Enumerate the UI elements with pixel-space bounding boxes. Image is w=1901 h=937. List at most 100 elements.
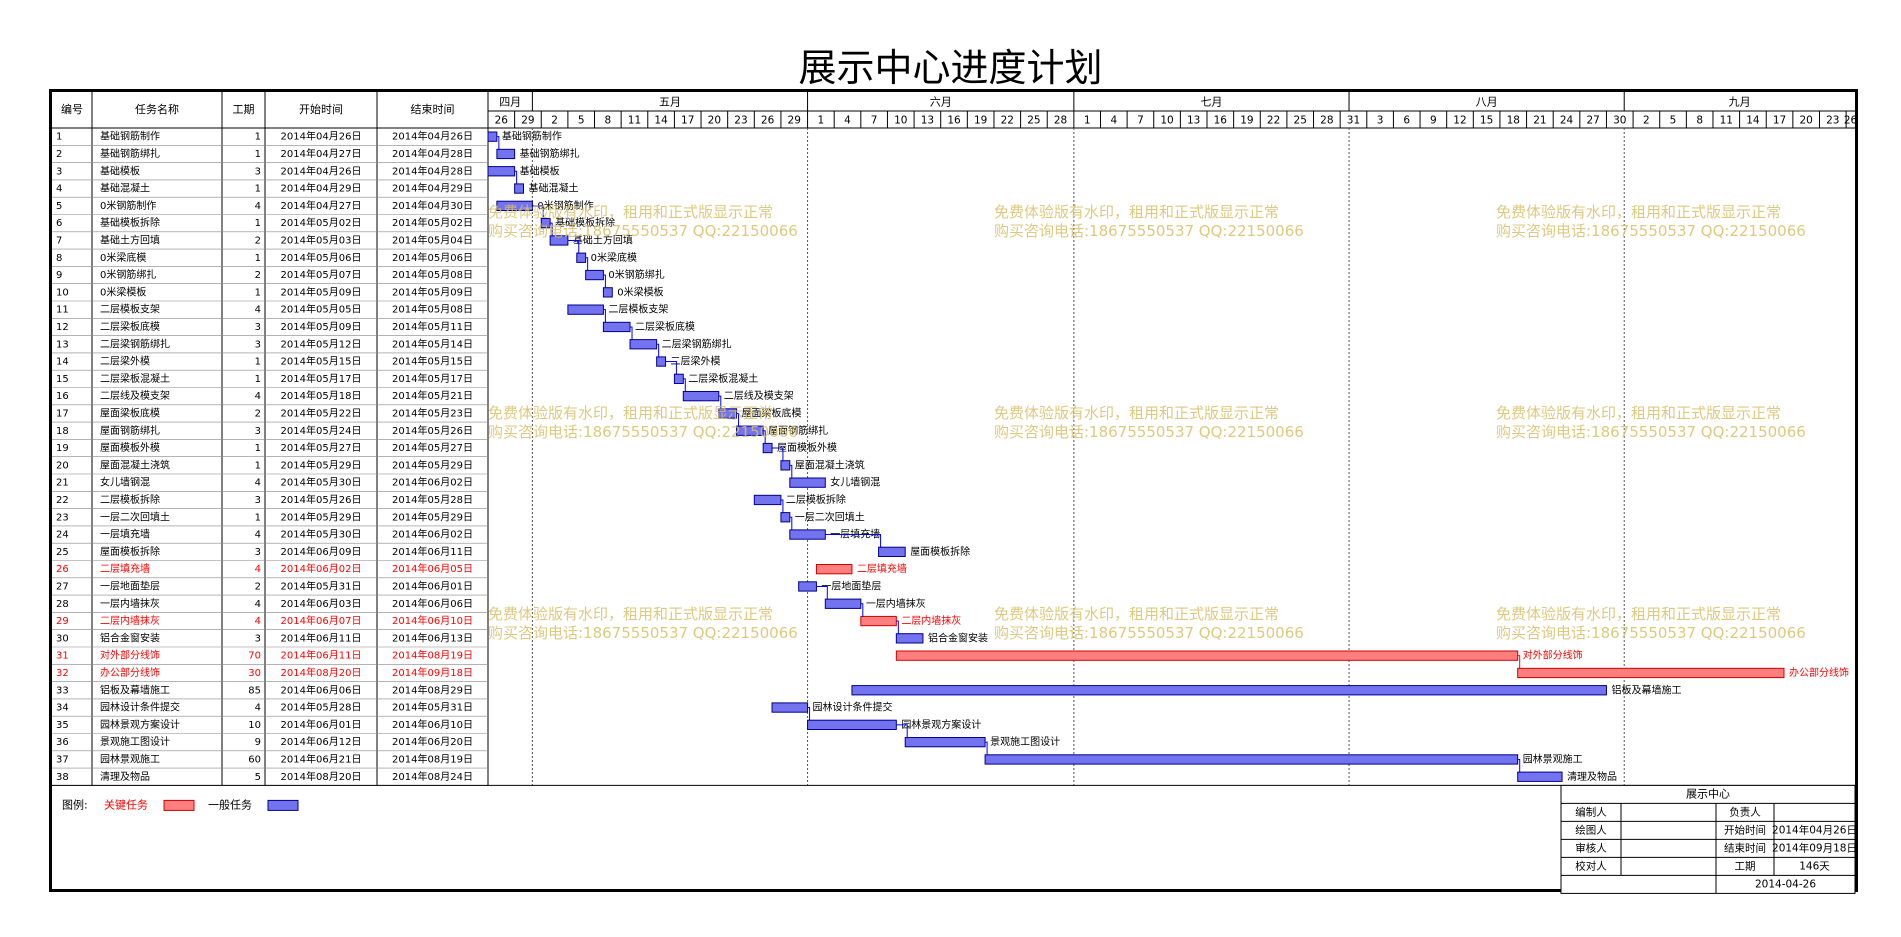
task-duration: 4 [255,530,261,541]
task-id: 36 [56,737,69,748]
task-end: 2014年06月06日 [392,597,473,610]
task-name: 清理及物品 [100,770,150,783]
task-duration: 70 [248,651,261,662]
task-name: 屋面模板拆除 [100,545,160,558]
bar-label: 0米钢筋绑扎 [608,268,664,281]
dependency-link [807,707,811,721]
column-header-0: 编号 [61,102,83,116]
day-tick-label: 31 [1347,115,1360,127]
task-duration: 3 [255,426,261,437]
day-tick-label: 12 [1453,115,1466,127]
gantt-bar [682,391,720,402]
task-duration: 85 [248,685,261,696]
column-header-3: 开始时间 [299,102,343,116]
task-start: 2014年06月11日 [281,649,362,662]
bar-label: 二层模板拆除 [786,493,846,506]
task-id: 27 [56,581,69,592]
task-duration: 1 [255,460,261,471]
bar-label: 铝板及幕墙施工 [1611,683,1681,696]
info-cell: 工期 [1735,860,1756,872]
task-start: 2014年05月29日 [281,458,362,471]
task-duration: 5 [255,772,261,783]
column-header-4: 结束时间 [411,103,455,116]
bar-label: 一层内墙抹灰 [866,597,926,610]
task-id: 3 [56,166,62,177]
task-start: 2014年06月03日 [281,597,362,610]
day-tick-label: 26 [495,115,509,127]
task-end: 2014年04月26日 [392,130,473,143]
dependency-link [780,499,784,514]
task-id: 33 [56,685,69,696]
task-id: 22 [56,495,69,506]
gantt-bar [771,702,809,713]
task-id: 19 [56,443,69,454]
task-end: 2014年05月26日 [392,424,473,437]
task-name: 二层模板支架 [100,303,160,316]
gantt-bar [895,633,924,644]
task-duration: 1 [255,218,261,229]
day-tick-label: 26 [1844,115,1858,127]
day-tick-label: 9 [1430,115,1437,127]
legend-item-label: 一般任务 [208,798,252,811]
dependency-link [896,724,908,739]
task-duration: 2 [255,270,261,281]
task-duration: 3 [255,339,261,350]
day-tick-label: 4 [844,115,851,127]
bar-label: 景观施工图设计 [990,735,1060,748]
task-end: 2014年08月24日 [392,770,473,783]
task-duration: 1 [255,253,261,264]
task-start: 2014年04月27日 [281,199,362,212]
bar-label: 基础钢筋绑扎 [520,147,580,160]
task-end: 2014年08月19日 [392,649,473,662]
task-end: 2014年04月30日 [392,199,473,212]
task-end: 2014年05月08日 [392,303,473,316]
task-duration: 1 [255,357,261,368]
dependency-link [718,395,722,410]
bar-label: 0米钢筋制作 [537,199,593,212]
task-name: 一层二次回填土 [100,510,170,523]
task-id: 34 [56,703,69,714]
gantt-bar [815,564,853,575]
dependency-link [772,447,784,462]
task-duration: 3 [255,322,261,333]
task-end: 2014年05月11日 [392,320,473,333]
gantt-bar [602,321,631,333]
task-id: 32 [56,668,69,679]
info-cell: 2014年04月26日 [1772,823,1857,836]
task-end: 2014年04月29日 [392,182,473,195]
task-name: 二层梁外模 [100,355,150,368]
day-tick-label: 5 [578,115,585,127]
gantt-bar [673,373,684,385]
gantt-bar [984,754,1519,765]
day-tick-label: 10 [1160,115,1173,127]
dependency-link [585,257,589,272]
task-end: 2014年05月17日 [392,372,473,385]
task-name: 屋面梁板底模 [100,406,160,419]
dependency-link [496,136,500,150]
task-name: 一层地面垫层 [100,579,160,592]
task-end: 2014年05月02日 [392,216,473,229]
task-duration: 60 [248,754,261,765]
dependency-link [860,603,864,618]
gantt-bar [487,166,516,177]
month-label: 四月 [499,96,521,109]
task-id: 29 [56,616,69,627]
day-tick-label: 22 [1267,115,1280,127]
day-tick-label: 7 [1137,115,1144,127]
day-tick-label: 11 [628,115,641,127]
day-tick-label: 28 [1054,115,1067,127]
bar-label: 屋面模板拆除 [910,545,970,558]
task-end: 2014年06月10日 [392,614,473,627]
task-start: 2014年05月09日 [281,320,362,333]
dependency-link [736,412,740,427]
day-tick-label: 20 [1799,115,1812,127]
task-end: 2014年08月29日 [392,683,473,696]
task-id: 6 [56,218,62,229]
task-id: 23 [56,512,69,523]
task-duration: 2 [255,408,261,419]
bar-label: 屋面模板外模 [777,441,837,454]
task-start: 2014年05月26日 [281,493,362,506]
day-tick-label: 13 [1187,115,1200,127]
info-cell: 开始时间 [1724,823,1766,836]
task-name: 一层填充墙 [100,528,150,541]
